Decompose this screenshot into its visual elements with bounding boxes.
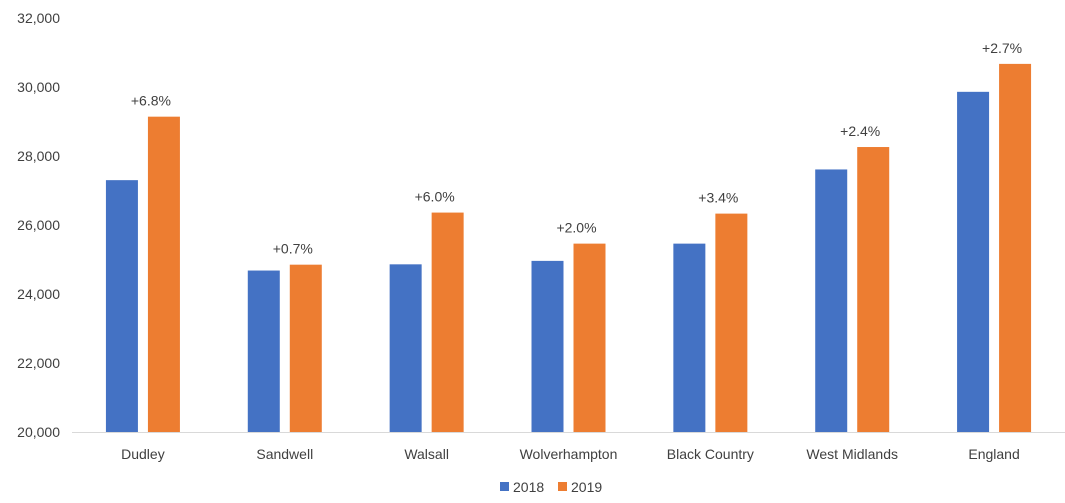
data-label: +2.7% xyxy=(982,40,1022,56)
data-label: +6.0% xyxy=(415,189,455,205)
y-tick-label: 28,000 xyxy=(17,148,60,164)
x-tick-label: Dudley xyxy=(121,446,165,462)
bars xyxy=(105,63,1032,433)
y-tick-label: 30,000 xyxy=(17,79,60,95)
legend: 2018 2019 xyxy=(500,479,602,495)
bar-2019-wolverhampton xyxy=(573,243,606,432)
x-tick-label: Walsall xyxy=(404,446,449,462)
legend-swatch xyxy=(558,482,567,491)
y-axis: 20,000 22,000 24,000 26,000 28,000 30,000 32,0… xyxy=(17,10,60,440)
bar-2018-dudley xyxy=(105,180,138,432)
y-tick-label: 32,000 xyxy=(17,10,60,26)
bar-2018-sandwell xyxy=(247,270,280,432)
bar-2018-england xyxy=(957,91,990,432)
bar-2018-walsall xyxy=(389,264,422,432)
data-label: +3.4% xyxy=(698,190,738,206)
y-tick-label: 20,000 xyxy=(17,424,60,440)
bar-2019-sandwell xyxy=(289,264,322,432)
data-label: +0.7% xyxy=(273,241,313,257)
x-tick-label: West Midlands xyxy=(806,446,898,462)
bar-2018-wolverhampton xyxy=(531,260,564,432)
bar-2019-dudley xyxy=(147,116,180,433)
x-tick-label: Sandwell xyxy=(256,446,313,462)
y-tick-label: 26,000 xyxy=(17,217,60,233)
y-tick-label: 22,000 xyxy=(17,355,60,371)
bar-2018-west-midlands xyxy=(815,169,848,432)
legend-label: 2019 xyxy=(571,479,602,495)
x-axis-labels: Dudley Sandwell Walsall Wolverhampton Black … xyxy=(121,446,1020,462)
data-label: +2.4% xyxy=(840,123,880,139)
data-label: +6.8% xyxy=(131,93,171,109)
data-labels: +6.8% +0.7% +6.0% +2.0% +3.4% +2.4% +2.7% xyxy=(131,40,1022,257)
y-tick-label: 24,000 xyxy=(17,286,60,302)
bar-2018-black-country xyxy=(673,243,706,432)
legend-swatch xyxy=(500,482,509,491)
legend-label: 2018 xyxy=(513,479,544,495)
bar-2019-black-country xyxy=(715,213,748,432)
x-tick-label: England xyxy=(968,446,1019,462)
bar-2019-walsall xyxy=(431,212,464,432)
x-tick-label: Black Country xyxy=(667,446,754,462)
bar-2019-england xyxy=(999,63,1032,432)
x-tick-label: Wolverhampton xyxy=(520,446,618,462)
data-label: +2.0% xyxy=(556,220,596,236)
bar-2019-west-midlands xyxy=(857,147,890,432)
